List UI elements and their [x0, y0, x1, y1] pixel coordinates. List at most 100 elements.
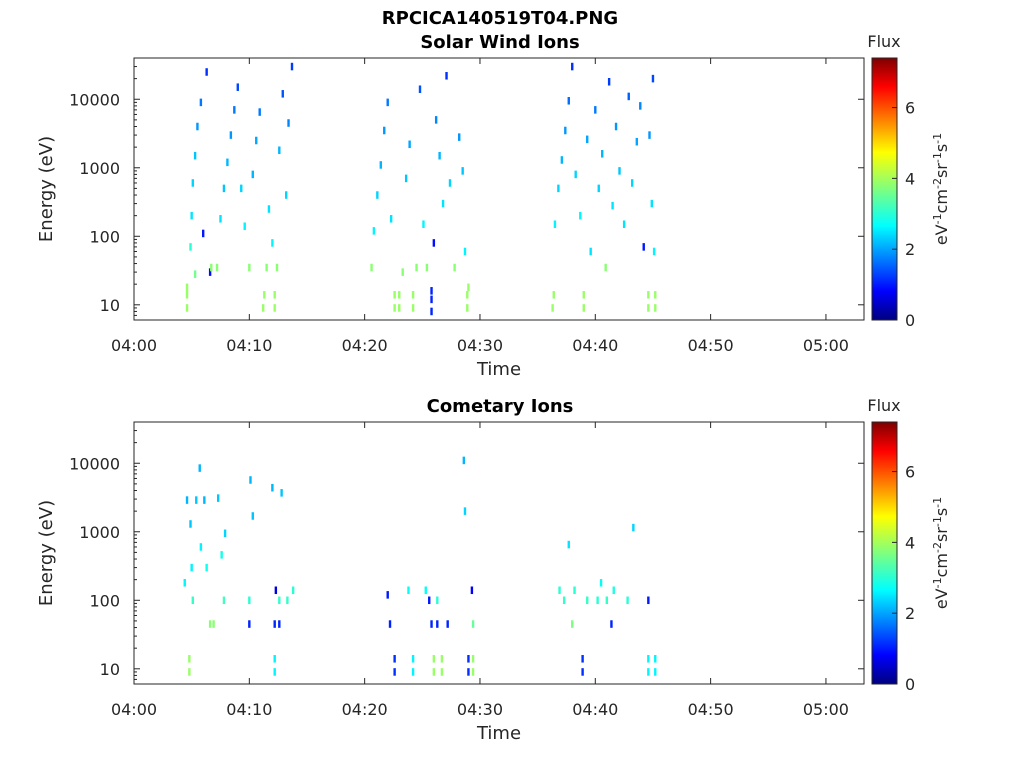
heatmap-cell — [407, 586, 410, 595]
heatmap-cell — [196, 122, 199, 131]
heatmap-cell — [208, 268, 212, 276]
heatmap-cell — [222, 596, 226, 605]
heatmap-cell — [280, 489, 283, 497]
heatmap-cell — [622, 220, 626, 228]
heatmap-cell — [589, 247, 592, 256]
heatmap-cell — [635, 137, 639, 146]
heatmap-cell — [393, 291, 396, 299]
heatmap-cell — [273, 668, 276, 676]
heatmap-cell — [273, 620, 276, 628]
heatmap-cell — [650, 199, 654, 208]
x-tick-label: 04:10 — [226, 336, 272, 355]
heatmap-cell — [291, 586, 295, 595]
heatmap-cell — [376, 191, 379, 199]
heatmap-cell — [273, 291, 276, 299]
heatmap-cell — [379, 161, 382, 169]
heatmap-cell — [383, 126, 386, 135]
heatmap-cell — [216, 494, 220, 502]
colorbar-tick-label: 6 — [905, 99, 915, 118]
heatmap-cell — [193, 270, 197, 278]
colorbar: Flux 0 2 4 6 eV-1cm-2sr-1s-1 — [867, 396, 951, 694]
heatmap-cell — [255, 136, 258, 145]
x-tick-label: 04:30 — [457, 336, 503, 355]
heatmap-cell — [370, 263, 373, 272]
heatmap-cell — [560, 156, 564, 164]
x-tick-label: 04:50 — [688, 336, 734, 355]
heatmap-cell — [462, 456, 466, 465]
heatmap-cell — [258, 108, 261, 116]
y-tick-label: 100 — [89, 227, 120, 246]
heatmap-cell — [571, 62, 574, 71]
heatmap-cell — [599, 579, 603, 587]
heatmap-cell — [586, 135, 589, 144]
heatmap-cell — [393, 304, 396, 312]
heatmap-cell — [198, 464, 201, 472]
figure-title: RPCICA140519T04.PNG — [382, 8, 618, 29]
heatmap-cell — [440, 655, 444, 663]
heatmap-cell — [275, 263, 279, 272]
x-tick-label: 04:20 — [342, 336, 388, 355]
heatmap-cell — [393, 668, 396, 676]
y-tick-label: 10000 — [69, 90, 120, 109]
heatmap-cell — [626, 596, 629, 605]
heatmap-cell — [471, 655, 475, 663]
heatmap-cell — [607, 77, 611, 86]
heatmap-cell — [199, 543, 203, 551]
x-axis-label: Time — [476, 359, 521, 380]
heatmap-cell — [226, 158, 229, 167]
heatmap-cell — [220, 551, 223, 559]
heatmap-cell — [274, 586, 278, 595]
heatmap-cell — [647, 596, 650, 605]
heatmap-cell — [398, 291, 401, 299]
heatmap-cell — [273, 304, 276, 312]
heatmap-cell — [185, 283, 189, 292]
heatmap-cell — [190, 211, 193, 220]
heatmap-cell — [471, 620, 475, 628]
heatmap-cell — [411, 304, 415, 312]
heatmap-cell — [652, 247, 656, 256]
heatmap-cell — [191, 179, 195, 187]
heatmap-cell — [467, 655, 470, 663]
heatmap-cell — [205, 68, 208, 76]
x-tick-label: 04:40 — [572, 700, 618, 719]
heatmap-cell — [605, 596, 609, 605]
heatmap-cell — [243, 222, 246, 231]
heatmap-cell — [372, 227, 376, 235]
y-tick-label: 10000 — [69, 454, 120, 473]
heatmap-cell — [551, 304, 554, 312]
heatmap-cell — [188, 655, 191, 663]
plot-frame — [133, 57, 865, 321]
heatmap-cell — [195, 496, 198, 504]
heatmap-cell — [267, 205, 271, 213]
heatmap-cell — [212, 620, 215, 628]
colorbar-tick-label: 6 — [905, 463, 915, 482]
heatmap-cell — [236, 83, 239, 91]
heatmap-cell — [553, 220, 557, 228]
heatmap-cell — [222, 184, 226, 193]
heatmap-cell — [215, 263, 219, 272]
heatmap-cell — [436, 596, 439, 605]
heatmap-cell — [411, 655, 415, 663]
heatmap-cell — [210, 263, 213, 272]
heatmap-cell — [422, 220, 425, 228]
colorbar: Flux 0 2 4 6 eV-1cm-2sr-1s-1 — [867, 32, 951, 330]
heatmap-cell — [463, 507, 467, 515]
heatmap-cell — [453, 263, 456, 272]
heatmap-cell — [430, 295, 433, 304]
heatmap-cell — [199, 98, 203, 107]
heatmap-cell — [654, 655, 657, 663]
heatmap-cell — [248, 263, 251, 272]
heatmap-cell — [424, 586, 427, 595]
heatmap-cell — [463, 247, 467, 256]
heatmap-cell — [648, 131, 651, 139]
x-axis-label: Time — [476, 723, 521, 744]
heatmap-cell — [278, 146, 281, 155]
heatmap-cell — [446, 620, 449, 628]
y-tick-label: 100 — [89, 591, 120, 610]
heatmap-cell — [654, 668, 657, 676]
heatmap-cell — [251, 512, 254, 520]
heatmap-cell — [471, 668, 475, 676]
heatmap-cell — [386, 591, 389, 599]
heatmap-cell — [185, 291, 189, 299]
